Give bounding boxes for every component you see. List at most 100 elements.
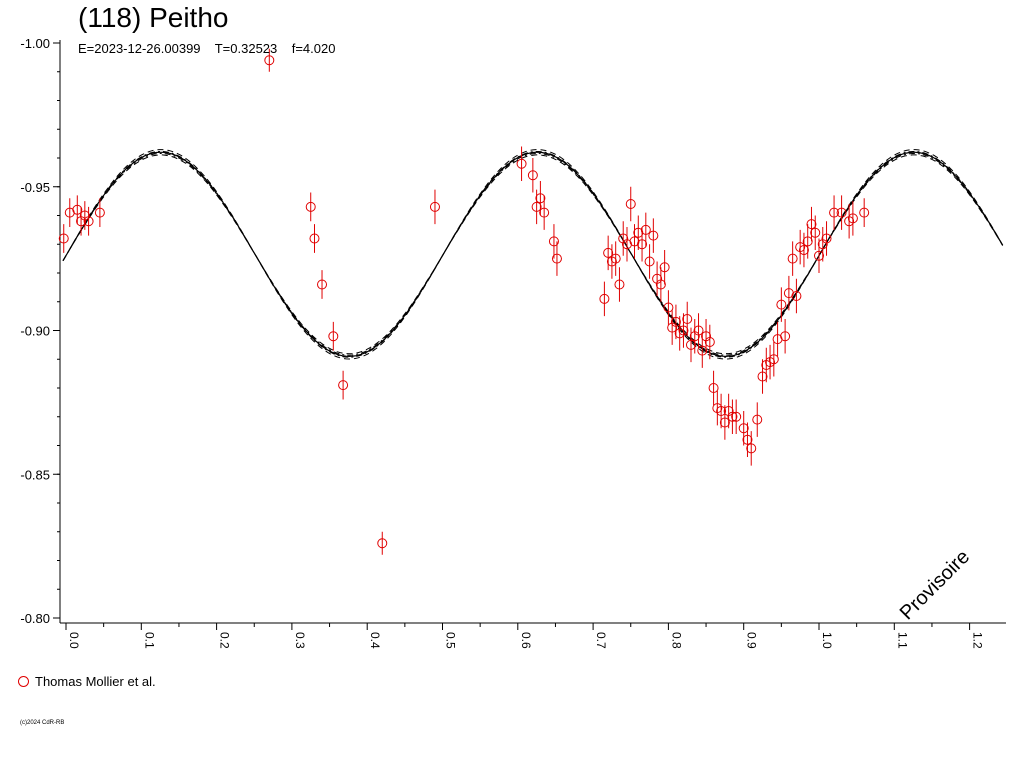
x-tick-label: 0.4 xyxy=(368,632,382,649)
point-marker xyxy=(829,207,840,218)
point-marker xyxy=(614,279,625,290)
legend-label: Thomas Mollier et al. xyxy=(35,674,156,689)
point-marker xyxy=(551,253,562,264)
x-tick-label: 1.0 xyxy=(820,632,834,649)
x-tick-label: 0.5 xyxy=(444,632,458,649)
point-marker xyxy=(629,236,640,247)
data-point xyxy=(621,227,632,262)
point-marker xyxy=(757,371,768,382)
data-point xyxy=(83,206,94,236)
data-point xyxy=(791,278,802,314)
point-marker xyxy=(328,331,339,342)
point-marker xyxy=(79,210,90,221)
data-points xyxy=(58,48,870,555)
data-point xyxy=(708,370,719,406)
point-marker xyxy=(652,273,663,284)
point-marker xyxy=(847,213,858,224)
point-marker xyxy=(338,380,349,391)
point-marker xyxy=(821,233,832,244)
data-point xyxy=(338,370,349,400)
data-point xyxy=(551,241,562,276)
point-marker xyxy=(674,328,685,339)
point-marker xyxy=(94,207,105,218)
data-point xyxy=(516,146,527,181)
point-marker xyxy=(429,201,440,212)
data-point xyxy=(614,267,625,302)
point-marker xyxy=(783,288,794,299)
data-point xyxy=(806,206,817,242)
point-marker xyxy=(795,242,806,253)
point-marker xyxy=(670,316,681,327)
point-marker xyxy=(752,414,763,425)
point-marker xyxy=(637,239,648,250)
point-marker xyxy=(704,337,715,347)
point-marker xyxy=(708,383,719,393)
data-point xyxy=(780,319,791,354)
data-point xyxy=(659,250,670,285)
point-marker xyxy=(716,406,727,416)
point-marker xyxy=(780,331,791,342)
data-point xyxy=(655,267,666,302)
point-marker xyxy=(599,293,610,304)
point-marker xyxy=(264,55,275,66)
point-marker xyxy=(64,207,75,218)
point-marker xyxy=(58,233,69,244)
point-marker xyxy=(539,207,550,218)
point-marker xyxy=(76,216,87,227)
point-marker xyxy=(836,207,847,218)
point-marker xyxy=(618,233,629,244)
point-marker xyxy=(806,219,817,230)
x-tick-label: 0.1 xyxy=(142,632,156,649)
data-point xyxy=(723,393,734,429)
data-point xyxy=(768,342,779,377)
data-point xyxy=(64,198,75,227)
data-point xyxy=(618,221,629,256)
data-point xyxy=(648,218,659,253)
y-ticks: -1.00 -0.95 -0.90 -0.85 -0.80 xyxy=(20,36,60,626)
point-marker xyxy=(548,236,559,247)
legend-marker-circle-icon xyxy=(18,676,29,687)
point-marker xyxy=(527,170,538,181)
data-point xyxy=(670,304,681,340)
point-marker xyxy=(633,227,644,238)
data-point xyxy=(94,198,105,227)
data-point xyxy=(829,195,840,230)
data-point xyxy=(716,393,727,429)
data-point xyxy=(810,215,821,250)
plot-area: -1.00-0.95-0.90-0.85-0.80 0.0 0.1 0.2 0.3 0.… xyxy=(20,36,1006,649)
data-point xyxy=(742,422,753,457)
point-marker xyxy=(810,227,821,238)
data-point xyxy=(264,48,275,72)
point-marker xyxy=(516,158,527,169)
data-point xyxy=(776,287,787,322)
point-marker xyxy=(625,199,636,209)
y-tick-label: -0.85 xyxy=(20,467,50,482)
point-marker xyxy=(859,207,870,218)
data-point xyxy=(531,189,542,225)
data-point xyxy=(821,221,832,256)
x-tick-label: 0.2 xyxy=(218,632,232,649)
point-marker xyxy=(655,279,666,290)
point-marker xyxy=(746,443,757,454)
point-marker xyxy=(621,239,632,250)
copyright-note: (c)2024 CdR-RB xyxy=(20,720,65,726)
data-point xyxy=(667,310,678,345)
point-marker xyxy=(761,360,772,370)
point-marker xyxy=(697,345,708,356)
data-point xyxy=(625,186,636,222)
point-marker xyxy=(648,230,659,241)
point-marker xyxy=(701,331,712,342)
data-point xyxy=(701,319,712,354)
data-point xyxy=(317,270,328,299)
data-point xyxy=(783,275,794,311)
point-marker xyxy=(689,331,700,342)
point-marker xyxy=(731,411,742,422)
x-tick-label: 0.7 xyxy=(594,632,608,649)
point-marker xyxy=(776,299,787,310)
data-point xyxy=(859,198,870,227)
data-point xyxy=(640,212,651,248)
y-tick-label: -0.90 xyxy=(20,324,50,339)
point-marker xyxy=(83,216,94,227)
data-point xyxy=(787,241,798,276)
